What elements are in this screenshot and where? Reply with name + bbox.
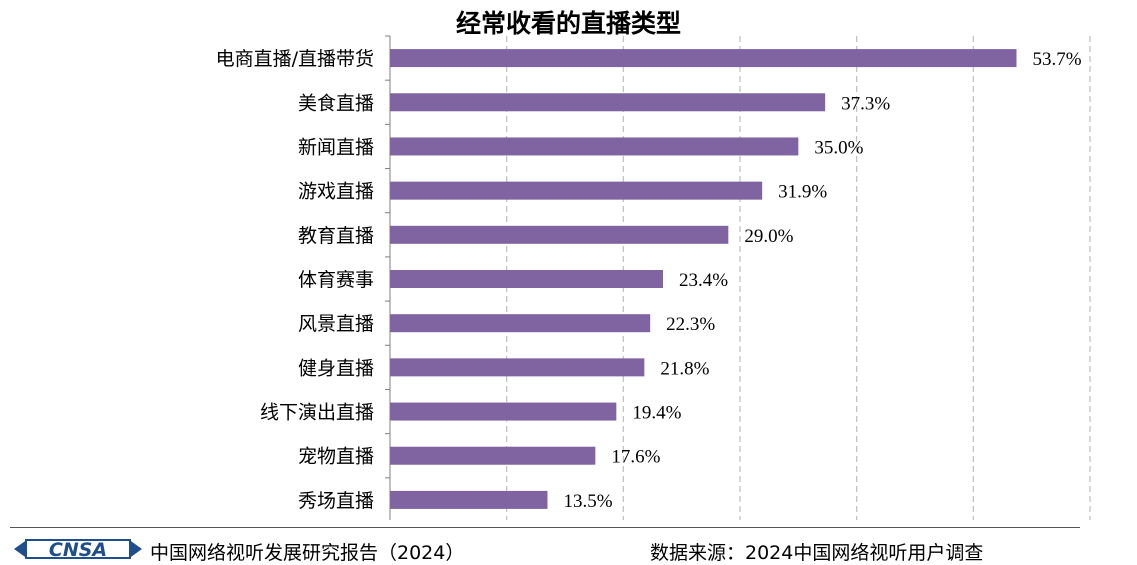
value-label: 53.7% xyxy=(1033,49,1082,70)
footer: CNSA 中国网络视听发展研究报告（2024） 数据来源：2024中国网络视听用… xyxy=(0,530,1137,565)
value-label: 22.3% xyxy=(666,314,715,335)
bar-chart: 电商直播/直播带货 53.7% 美食直播 37.3% 新闻直播 35.0% 游戏直播 31.9… xyxy=(216,35,1091,520)
value-label: 21.8% xyxy=(660,358,709,379)
chart-title: 经常收看的直播类型 xyxy=(455,9,681,38)
bar xyxy=(390,270,663,288)
category-label: 秀场直播 xyxy=(298,490,374,512)
category-label: 体育赛事 xyxy=(298,269,374,291)
value-label: 37.3% xyxy=(841,93,890,114)
data-source: 数据来源：2024中国网络视听用户调查 xyxy=(650,542,984,564)
bar xyxy=(390,49,1017,68)
category-label: 线下演出直播 xyxy=(260,402,374,424)
category-label: 健身直播 xyxy=(298,357,374,379)
bar xyxy=(390,402,617,421)
chart-area: 经常收看的直播类型 电商直播/直播带货 53.7% 美食直播 37.3% 新闻直播 35.… xyxy=(216,9,1091,520)
category-label: 电商直播/直播带货 xyxy=(216,48,374,70)
value-label: 13.5% xyxy=(564,491,613,512)
category-label: 宠物直播 xyxy=(298,446,374,468)
value-label: 23.4% xyxy=(679,270,728,291)
bar xyxy=(390,181,763,200)
cnsa-logo: CNSA xyxy=(14,539,142,561)
bar xyxy=(390,446,596,465)
footer-divider xyxy=(10,527,1080,528)
bar xyxy=(390,93,826,112)
category-label: 游戏直播 xyxy=(298,181,374,203)
category-label: 美食直播 xyxy=(298,92,374,114)
value-label: 35.0% xyxy=(814,137,863,158)
bar xyxy=(390,358,645,377)
cnsa-logo-text: CNSA xyxy=(49,539,107,561)
bar xyxy=(390,490,548,509)
category-label: 新闻直播 xyxy=(298,136,374,158)
value-label: 29.0% xyxy=(744,226,793,247)
value-label: 31.9% xyxy=(778,182,827,203)
category-label: 教育直播 xyxy=(298,225,374,247)
bar xyxy=(390,314,651,333)
report-source: 中国网络视听发展研究报告（2024） xyxy=(150,542,465,564)
value-label: 19.4% xyxy=(632,403,681,424)
bar xyxy=(390,137,799,156)
category-label: 风景直播 xyxy=(298,313,374,335)
bar xyxy=(390,225,729,244)
value-label: 17.6% xyxy=(611,447,660,468)
